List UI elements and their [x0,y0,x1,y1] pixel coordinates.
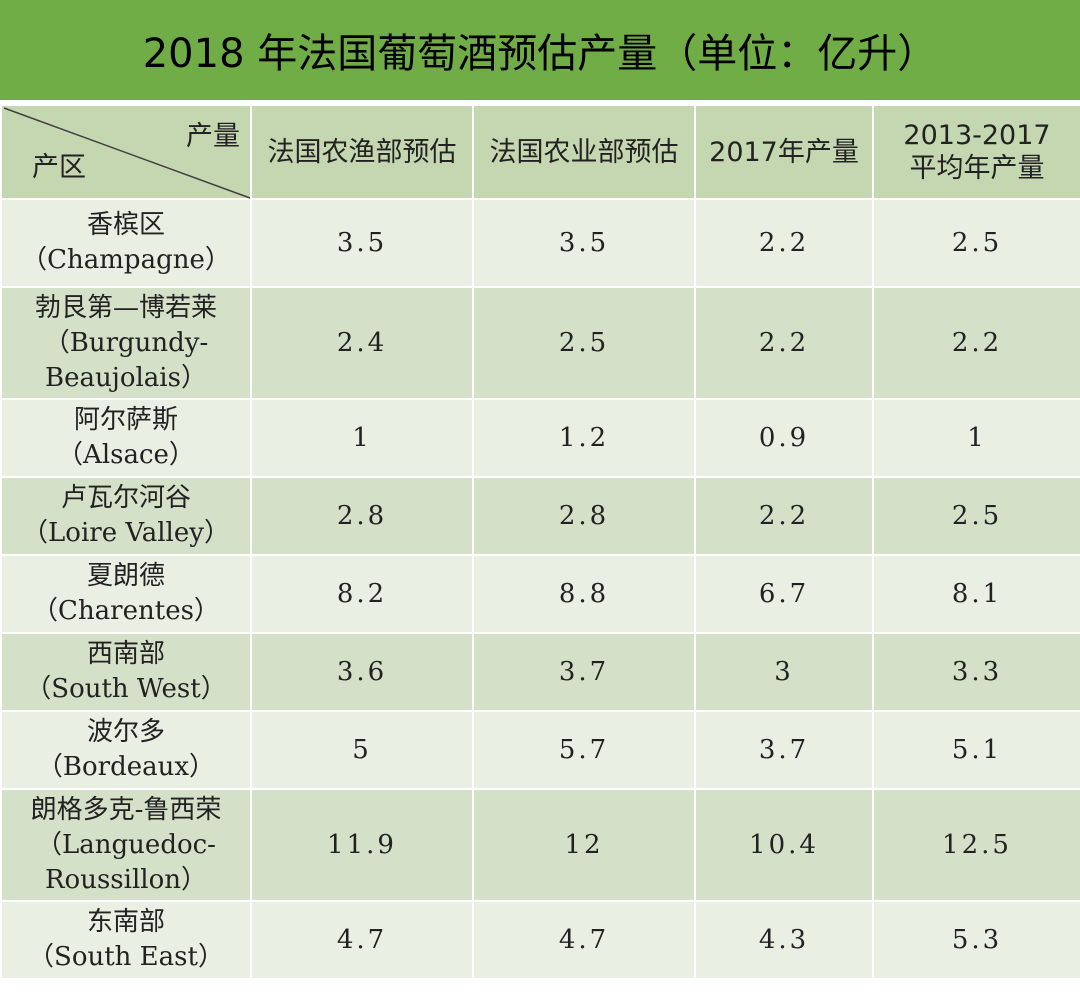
region-name-en: （Languedoc-Roussillon） [36,829,216,895]
value-cell: 5 [250,710,474,790]
value-cell: 5.7 [472,710,696,790]
corner-header-cell: 产量 产区 [0,104,252,200]
region-name-en: （South West） [25,674,227,704]
region-name-en: （Burgundy-Beaujolais） [43,327,209,393]
corner-label-production: 产量 [186,121,240,152]
region-cell: 勃艮第—博若莱 （Burgundy-Beaujolais） [0,286,252,400]
table-row: 朗格多克-鲁西荣 （Languedoc-Roussillon） 11.9 12 10.4… [0,788,1080,902]
region-name-en: （Champagne） [21,245,231,275]
region-name-en: （South East） [28,942,224,972]
region-name-en: （Charentes） [32,596,220,626]
column-header-2017: 2017年产量 [694,104,874,200]
region-name-zh: 香槟区 [86,210,165,240]
table-row: 香槟区 （Champagne） 3.5 3.5 2.2 2.5 [0,198,1080,288]
region-cell: 朗格多克-鲁西荣 （Languedoc-Roussillon） [0,788,252,902]
region-cell: 卢瓦尔河谷 （Loire Valley） [0,476,252,556]
region-name-en: （Bordeaux） [36,752,216,782]
region-name-zh: 阿尔萨斯 [73,405,178,435]
region-cell: 香槟区 （Champagne） [0,198,252,288]
value-cell: 5.3 [872,900,1080,980]
value-cell: 3.6 [250,632,474,712]
table-row: 波尔多 （Bordeaux） 5 5.7 3.7 5.1 [0,710,1080,790]
region-name-zh: 西南部 [86,639,165,669]
value-cell: 2.5 [872,476,1080,556]
value-cell: 2.2 [694,286,874,400]
value-cell: 8.8 [472,554,696,634]
region-cell: 波尔多 （Bordeaux） [0,710,252,790]
column-header-average: 2013-2017平均年产量 [872,104,1080,200]
value-cell: 1 [250,398,474,478]
value-cell: 8.2 [250,554,474,634]
table-row: 东南部 （South East） 4.7 4.7 4.3 5.3 [0,900,1080,980]
production-table: 产量 产区 法国农渔部预估 法国农业部预估 2017年产量 2013-2017平… [0,104,1080,980]
value-cell: 3.7 [694,710,874,790]
value-cell: 10.4 [694,788,874,902]
region-name-zh: 勃艮第—博若莱 [34,292,217,323]
column-header-agri-fish: 法国农渔部预估 [250,104,474,200]
table-row: 阿尔萨斯 （Alsace） 1 1.2 0.9 1 [0,398,1080,478]
value-cell: 3.7 [472,632,696,712]
value-cell: 2.4 [250,286,474,400]
column-header-agri: 法国农业部预估 [472,104,696,200]
value-cell: 4.7 [472,900,696,980]
value-cell: 3.5 [250,198,474,288]
value-cell: 2.8 [472,476,696,556]
region-name-en: （Alsace） [57,440,195,470]
value-cell: 0.9 [694,398,874,478]
region-cell: 阿尔萨斯 （Alsace） [0,398,252,478]
value-cell: 1 [872,398,1080,478]
value-cell: 8.1 [872,554,1080,634]
value-cell: 5.1 [872,710,1080,790]
corner-diagonal-line [3,107,251,199]
value-cell: 12.5 [872,788,1080,902]
value-cell: 3.5 [472,198,696,288]
table-row: 勃艮第—博若莱 （Burgundy-Beaujolais） 2.4 2.5 2.2 2.2 [0,286,1080,400]
value-cell: 2.5 [872,198,1080,288]
table-body: 香槟区 （Champagne） 3.5 3.5 2.2 2.5 勃艮第—博若莱 （Burgun… [0,198,1080,980]
header-row: 产量 产区 法国农渔部预估 法国农业部预估 2017年产量 2013-2017平… [0,104,1080,200]
region-name-en: （Loire Valley） [22,518,230,548]
value-cell: 3.3 [872,632,1080,712]
value-cell: 2.2 [872,286,1080,400]
value-cell: 4.7 [250,900,474,980]
table-row: 卢瓦尔河谷 （Loire Valley） 2.8 2.8 2.2 2.5 [0,476,1080,556]
value-cell: 2.5 [472,286,696,400]
value-cell: 11.9 [250,788,474,902]
region-cell: 夏朗德 （Charentes） [0,554,252,634]
corner-label-region: 产区 [32,152,86,183]
region-cell: 东南部 （South East） [0,900,252,980]
region-cell: 西南部 （South West） [0,632,252,712]
value-cell: 12 [472,788,696,902]
region-name-zh: 卢瓦尔河谷 [60,483,191,513]
region-name-zh: 朗格多克-鲁西荣 [30,794,222,825]
table-row: 夏朗德 （Charentes） 8.2 8.8 6.7 8.1 [0,554,1080,634]
region-name-zh: 波尔多 [86,717,165,747]
region-name-zh: 夏朗德 [86,561,165,591]
region-name-zh: 东南部 [86,907,165,937]
value-cell: 2.8 [250,476,474,556]
production-table-wrap: 产量 产区 法国农渔部预估 法国农业部预估 2017年产量 2013-2017平… [0,104,1080,992]
value-cell: 2.2 [694,476,874,556]
table-row: 西南部 （South West） 3.6 3.7 3 3.3 [0,632,1080,712]
value-cell: 6.7 [694,554,874,634]
value-cell: 3 [694,632,874,712]
table-title: 2018 年法国葡萄酒预估产量（单位：亿升） [0,0,1080,100]
value-cell: 4.3 [694,900,874,980]
value-cell: 1.2 [472,398,696,478]
value-cell: 2.2 [694,198,874,288]
